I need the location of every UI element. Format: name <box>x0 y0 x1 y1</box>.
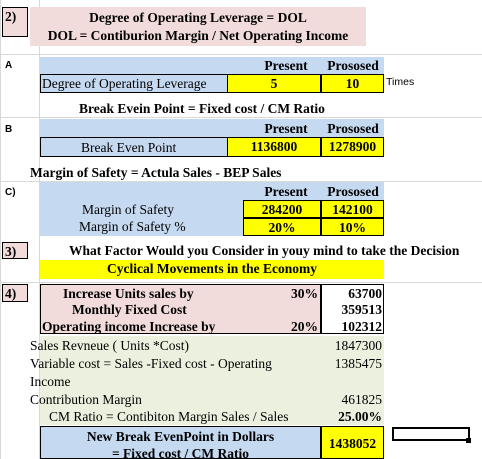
mos-title: Margin of Safety = Actula Sales - BEP Sa… <box>30 165 282 180</box>
active-cell-selection[interactable] <box>392 427 470 441</box>
bep-present-cell: 1136800 <box>227 137 321 157</box>
sales-revenue-value: 1847300 <box>334 338 382 353</box>
mos-pct-present-cell: 20% <box>243 218 321 236</box>
contribution-margin-value: 461825 <box>341 392 383 407</box>
section-4-number: 4) <box>2 284 28 302</box>
new-bep-band: New Break EvenPoint in Dollars = Fixed c… <box>40 426 321 459</box>
grid-line <box>0 282 482 283</box>
bep-proposed-cell: 1278900 <box>321 137 384 157</box>
mos-label: Margin of Safety <box>82 202 174 217</box>
grid-line <box>39 0 40 459</box>
dol-proposed-cell: 10 <box>321 74 384 93</box>
fill-handle[interactable] <box>466 438 471 443</box>
dol-title: Degree of Operating Leverage = DOL <box>89 10 307 25</box>
variable-cost-label-cont: Income <box>30 374 71 389</box>
dol-unit: Times <box>386 76 415 88</box>
a-header-present: Present <box>264 58 308 73</box>
section-b-label: B <box>5 124 13 135</box>
b-header-proposed: Prososed <box>327 121 379 136</box>
variable-cost-value: 1385475 <box>334 356 382 371</box>
sales-revenue-label: Sales Revneue ( Units *Cost) <box>30 338 189 353</box>
bep-title: Break Evein Point = Fixed cost / CM Rati… <box>79 101 325 116</box>
mos-pct-label: Margin of Safety % <box>79 219 186 234</box>
section-a-label: A <box>5 60 13 71</box>
monthly-fixed-label: Monthly Fixed Cost <box>72 302 187 317</box>
new-bep-formula: = Fixed cost / CM Ratio <box>111 446 250 459</box>
grid-line <box>0 54 482 55</box>
b-header-present: Present <box>264 121 308 136</box>
section-4-inputs-band <box>40 284 321 334</box>
bep-row-label: Break Even Point <box>81 140 177 155</box>
units-increase-pct: 30% <box>291 286 318 301</box>
units-increase-label: Increase Units sales by <box>63 286 194 301</box>
a-header-proposed: Prososed <box>327 58 379 73</box>
dol-row-label: Degree of Operating Leverage <box>42 76 207 91</box>
section-3-number: 3) <box>2 242 28 259</box>
grid-line <box>0 117 482 118</box>
c-header-proposed: Prososed <box>327 184 379 199</box>
section-2-title-box: Degree of Operating Leverage = DOL DOL =… <box>30 7 366 46</box>
mos-present-cell: 284200 <box>243 200 321 218</box>
dol-formula: DOL = Contiburion Margin / Net Operating… <box>47 28 349 43</box>
mos-proposed-cell: 142100 <box>321 200 384 218</box>
contribution-margin-label: Contribution Margin <box>30 392 142 407</box>
units-increase-value: 63700 <box>348 286 382 301</box>
new-bep-label: New Break EvenPoint in Dollars <box>86 429 275 444</box>
section-4-values-box <box>321 284 384 334</box>
cm-ratio-label: CM Ratio = Contibiton Margin Sales / Sal… <box>49 409 289 424</box>
op-income-increase-label: Operating income Increase by <box>42 319 216 334</box>
variable-cost-label: Variable cost = Sales -Fixed cost - Oper… <box>30 356 272 371</box>
new-bep-value-cell: 1438052 <box>321 426 384 459</box>
section-4-calc-band <box>40 336 384 425</box>
grid-line <box>0 181 482 182</box>
section-c-label: C) <box>5 187 16 198</box>
cm-ratio-value: 25.00% <box>338 409 382 424</box>
c-header-present: Present <box>264 184 308 199</box>
mos-pct-proposed-cell: 10% <box>321 218 384 236</box>
monthly-fixed-value: 359513 <box>341 302 383 317</box>
decision-question: What Factor Would you Consider in youy m… <box>69 243 460 258</box>
decision-answer: Cyclical Movements in the Economy <box>40 260 384 279</box>
section-2-number: 2) <box>2 7 28 37</box>
op-income-increase-pct: 20% <box>291 319 318 334</box>
dol-present-cell: 5 <box>227 74 321 93</box>
grid-line <box>0 0 1 459</box>
op-income-increase-value: 102312 <box>341 319 383 334</box>
